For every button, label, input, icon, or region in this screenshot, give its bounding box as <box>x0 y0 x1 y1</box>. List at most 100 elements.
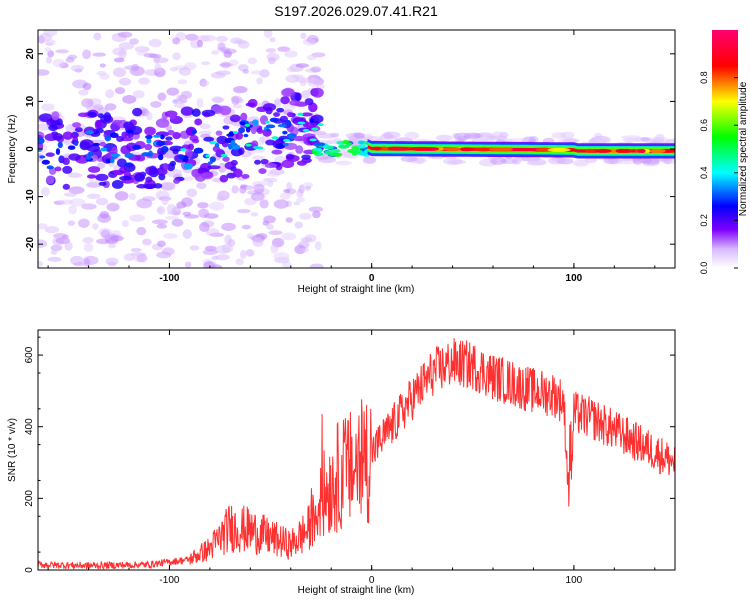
heatmap-cell <box>83 243 94 252</box>
y-tick-label: -20 <box>25 237 36 252</box>
heatmap-cell <box>309 118 315 124</box>
heatmap-cell <box>146 111 153 121</box>
heatmap-cell <box>206 228 220 237</box>
heatmap-cell <box>312 150 319 155</box>
heatmap-cell <box>70 255 84 266</box>
heatmap-cell <box>176 201 187 209</box>
heatmap-cell <box>97 113 104 119</box>
heatmap-cell <box>38 239 48 249</box>
heatmap-cell <box>93 32 102 41</box>
heatmap-cell <box>220 153 228 157</box>
heatmap-cell <box>235 258 244 266</box>
heatmap-cell <box>281 159 295 169</box>
heatmap-cell <box>286 111 293 118</box>
heatmap-cell <box>160 145 169 153</box>
heatmap-cell <box>148 38 162 48</box>
heatmap-cell <box>233 168 243 178</box>
heatmap-cell <box>158 153 164 161</box>
heatmap-cell <box>134 172 146 182</box>
heatmap-cell <box>177 79 188 85</box>
heatmap-cell <box>184 261 192 268</box>
y-tick-label: 0 <box>24 567 35 573</box>
heatmap-cell <box>87 112 97 117</box>
heatmap-cell <box>400 156 418 162</box>
heatmap-cell <box>117 31 133 38</box>
heatmap-cell <box>300 90 311 99</box>
heatmap-cell <box>245 249 255 257</box>
heatmap-cell <box>382 131 401 139</box>
heatmap-cell <box>301 154 311 160</box>
heatmap-cell <box>68 186 85 194</box>
heatmap-cell <box>621 135 641 140</box>
heatmap-cell <box>222 156 230 162</box>
heatmap-cells <box>38 30 675 268</box>
heatmap-cell <box>155 140 166 146</box>
heatmap-cell <box>110 132 119 139</box>
heatmap-cell <box>82 49 92 60</box>
heatmap-cell <box>269 117 279 123</box>
heatmap-cell <box>333 152 343 157</box>
heatmap-cell <box>285 217 293 223</box>
heatmap-cell <box>212 96 223 104</box>
y-tick-label: 10 <box>25 95 36 107</box>
heatmap-cell <box>136 184 148 189</box>
heatmap-cell <box>45 175 55 185</box>
heatmap-cell <box>250 70 263 75</box>
heatmap-cell <box>219 174 229 183</box>
heatmap-cell <box>254 159 261 165</box>
heatmap-cell <box>124 65 138 70</box>
heatmap-cell <box>92 52 107 57</box>
heatmap-cell <box>180 148 187 152</box>
x-tick-label: 100 <box>566 575 583 586</box>
heatmap-cell <box>145 166 156 176</box>
heatmap-cell <box>67 172 83 178</box>
heatmap-cell <box>172 52 181 61</box>
heatmap-cell <box>62 183 71 190</box>
heatmap-cell <box>144 126 156 136</box>
heatmap-cell <box>342 139 350 144</box>
heatmap-cell <box>281 88 295 97</box>
heatmap-cell <box>62 157 70 166</box>
heatmap-cell <box>87 166 101 173</box>
heatmap-cell <box>44 47 52 53</box>
heatmap-cell <box>53 232 68 239</box>
heatmap-cell <box>82 82 92 91</box>
heatmap-cell <box>136 198 153 209</box>
heatmap-cell <box>157 92 167 101</box>
heatmap-cell <box>156 223 168 229</box>
heatmap-cell <box>198 130 212 135</box>
heatmap-cell <box>268 230 283 235</box>
heatmap-cell <box>116 135 124 142</box>
heatmap-cell <box>119 77 131 86</box>
heatmap-cell <box>473 147 495 152</box>
heatmap-cell <box>119 166 127 174</box>
heatmap-cell <box>189 135 199 142</box>
heatmap-cell <box>573 159 589 167</box>
heatmap-cell <box>215 254 230 261</box>
heatmap-cell <box>40 187 50 197</box>
colorbar-tick-label: 0.2 <box>699 214 709 227</box>
heatmap-cell <box>196 182 207 190</box>
heatmap-cell <box>216 195 226 201</box>
heatmap-cell <box>172 99 179 104</box>
heatmap-cell <box>38 137 45 145</box>
heatmap-cell <box>150 100 162 108</box>
heatmap-cell <box>95 197 109 206</box>
heatmap-cell <box>301 247 310 253</box>
heatmap-cell <box>292 135 306 142</box>
snr-series-line <box>38 337 675 570</box>
y-tick-label: 200 <box>24 490 35 507</box>
line-x-label: Height of straight line (km) <box>298 585 415 596</box>
heatmap-cell <box>182 229 192 239</box>
x-tick-label: 100 <box>566 273 583 284</box>
heatmap-cell <box>191 108 201 117</box>
heatmap-cell <box>415 158 425 165</box>
heatmap-cell <box>38 69 50 76</box>
heatmap-cell <box>362 156 377 164</box>
colorbar-label: Normalized spectral amplitude <box>738 81 749 216</box>
heatmap-cell <box>296 197 306 203</box>
heatmap-cell <box>171 218 184 227</box>
x-tick-label: -100 <box>159 575 179 586</box>
heatmap-cell <box>124 152 135 159</box>
heatmap-cell <box>263 30 273 38</box>
